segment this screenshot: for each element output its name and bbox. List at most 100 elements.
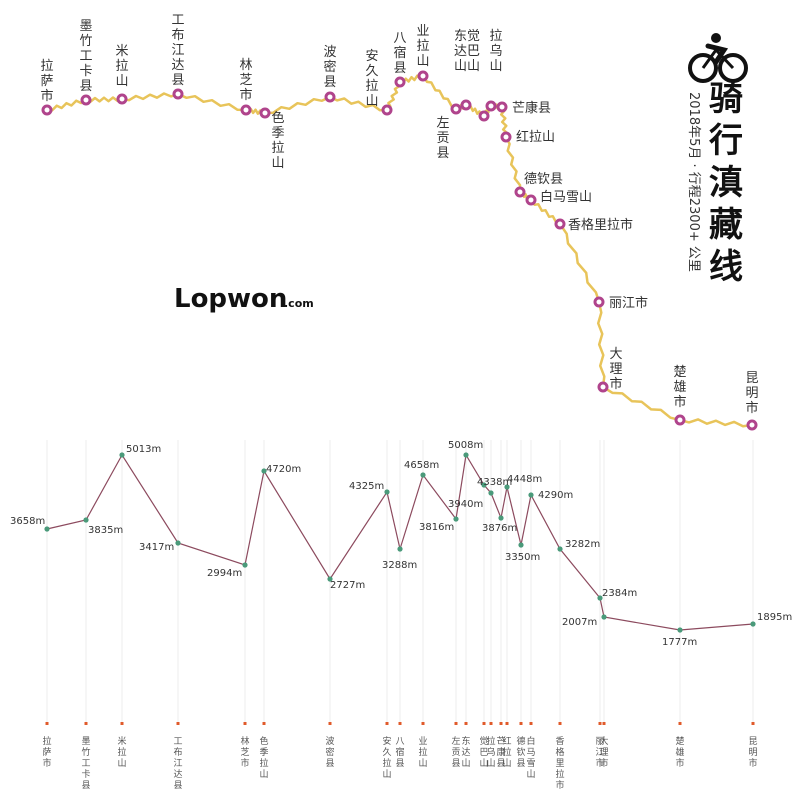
stop-label-char: 雄 xyxy=(673,380,686,395)
stop-marker xyxy=(478,110,490,122)
axis-label-char: 县 xyxy=(81,780,90,791)
axis-label-char: 林 xyxy=(240,735,249,747)
axis-tick xyxy=(454,722,458,725)
axis-label-char: 山 xyxy=(526,769,535,780)
stop-marker xyxy=(394,76,406,88)
stop-label-char: 江 xyxy=(171,43,184,58)
stop-label-char: 卡 xyxy=(79,64,92,79)
stop-marker xyxy=(496,101,508,113)
stop-label: 芒康县 xyxy=(512,100,551,116)
axis-tick xyxy=(398,722,402,725)
elevation-label: 4720m xyxy=(266,464,301,475)
stop-labels: 拉萨市墨竹工卡县米拉山工布江达县林芝市色季拉山波密县安久拉山八宿县业拉山左贡县东… xyxy=(40,13,758,416)
stop-label-char: 县 xyxy=(323,75,336,90)
elevation-point xyxy=(119,452,125,458)
axis-tick xyxy=(243,722,247,725)
stop-label-char: 季 xyxy=(271,126,284,141)
stop-marker xyxy=(597,381,609,393)
stop-label-char: 山 xyxy=(365,94,378,109)
axis-label-char: 雄 xyxy=(675,746,684,758)
axis-label-char: 芒 xyxy=(496,735,505,747)
page-title: 骑行滇藏线 xyxy=(709,79,743,287)
stop-label-char: 色 xyxy=(271,110,284,126)
elevation-label: 2384m xyxy=(602,588,637,599)
elevation-point xyxy=(327,576,333,582)
axis-tick xyxy=(464,722,468,725)
stop-label-char: 达 xyxy=(171,58,184,73)
axis-tick xyxy=(505,722,509,725)
elevation-point xyxy=(463,452,469,458)
axis-tick xyxy=(751,722,755,725)
axis-label-char: 山 xyxy=(461,758,470,769)
axis-tick xyxy=(519,722,523,725)
stop-label-char: 芝 xyxy=(239,72,252,88)
axis-label-char: 乌 xyxy=(486,746,495,758)
axis-tick xyxy=(262,722,266,725)
axis-label-char: 市 xyxy=(595,757,604,769)
elevation-point xyxy=(481,482,487,488)
axis-label-char: 安 xyxy=(382,735,391,747)
stop-label-char: 县 xyxy=(171,73,184,88)
axis-label-char: 觉 xyxy=(479,736,488,747)
axis-label-char: 钦 xyxy=(516,746,525,758)
elevation-point xyxy=(261,468,267,474)
stop-marker xyxy=(485,100,497,112)
axis-label-char: 季 xyxy=(259,746,268,758)
axis-label-char: 达 xyxy=(461,746,470,758)
axis-label-char: 山 xyxy=(382,769,391,780)
axis-label-char: 大 xyxy=(599,735,608,747)
stop-label-char: 密 xyxy=(323,59,336,75)
page-subtitle: 2018年5月 · 行程2300+ 公里 xyxy=(686,92,701,272)
axis-label-char: 达 xyxy=(173,768,182,780)
elevation-point xyxy=(498,515,504,521)
brand-logo: Lopwon .com xyxy=(174,284,314,314)
axis-label-char: 密 xyxy=(325,746,334,758)
elevation-label: 4448m xyxy=(507,474,542,485)
stop-label-char: 市 xyxy=(745,400,758,416)
axis-label-char: 拉 xyxy=(42,735,51,747)
stop-label-char: 理 xyxy=(609,362,622,377)
axis-label-char: 山 xyxy=(418,758,427,769)
axis-label-char: 拉 xyxy=(117,746,126,758)
axis-label-char: 理 xyxy=(599,747,608,758)
elevation-label: 2727m xyxy=(330,580,365,591)
axis-tick xyxy=(120,722,124,725)
stop-label-char: 县 xyxy=(79,79,92,94)
axis-label-char: 香 xyxy=(555,736,564,747)
axis-tick xyxy=(499,722,503,725)
stop-label-char: 米 xyxy=(115,44,128,59)
axis-tick xyxy=(598,722,602,725)
stop-label-char: 山 xyxy=(416,54,429,69)
elevation-label: 3816m xyxy=(419,522,454,533)
elevation-label: 4325m xyxy=(349,481,384,492)
axis-tick xyxy=(482,722,486,725)
elevation-point xyxy=(528,492,534,498)
axis-label-char: 县 xyxy=(496,758,505,769)
stop-label-char: 拉 xyxy=(489,29,502,44)
axis-label-char: 市 xyxy=(240,757,249,769)
elevation-point xyxy=(488,490,494,496)
brand-name: Lopwon xyxy=(174,284,287,314)
elevation-label: 3350m xyxy=(505,552,540,563)
stop-label-char: 拉 xyxy=(115,59,128,74)
elevation-point xyxy=(597,595,603,601)
route-line xyxy=(45,74,754,428)
axis-label-char: 波 xyxy=(325,735,334,747)
cyclist-icon xyxy=(688,33,748,83)
axis-label-char: 墨 xyxy=(81,736,90,747)
axis-label-char: 市 xyxy=(555,779,564,791)
elevation-point xyxy=(504,484,510,490)
elevation-point xyxy=(677,627,683,633)
stop-marker xyxy=(450,103,462,115)
axis-label-char: 卡 xyxy=(81,768,90,780)
stop-label-char: 明 xyxy=(745,386,758,401)
axis-label-char: 业 xyxy=(418,736,427,747)
stop-label: 东觉 xyxy=(454,29,480,44)
axis-tick xyxy=(529,722,533,725)
elevation-point xyxy=(601,614,607,620)
axis-label-char: 米 xyxy=(117,735,126,747)
elevation-point xyxy=(518,542,524,548)
axis-label-char: 雪 xyxy=(526,758,535,769)
stop-marker xyxy=(381,104,393,116)
